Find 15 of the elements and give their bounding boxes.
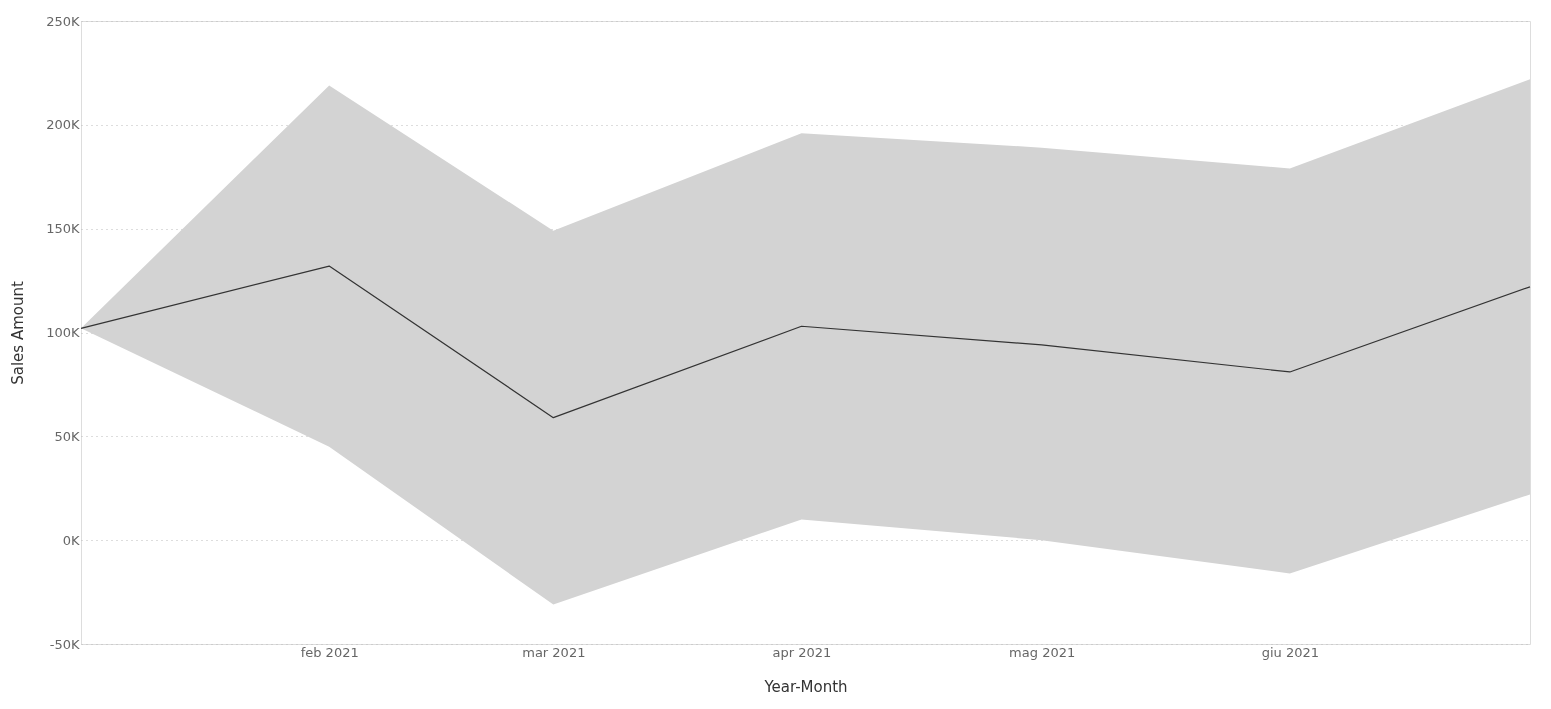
x-tick-label: giu 2021 [1261,644,1319,660]
x-axis-title: Year-Month [763,677,848,696]
line-series [80,265,1531,419]
x-tick-label: feb 2021 [300,644,359,660]
y-tick-label: 200K [46,117,80,133]
x-tick-label: apr 2021 [772,644,832,660]
y-tick-label: 250K [46,13,80,29]
y-tick-label: 50K [54,428,80,444]
x-tick-label: mar 2021 [522,644,586,660]
y-tick-label: 150K [46,221,80,237]
y-tick-label: 100K [46,325,80,340]
y-axis-title: Sales Amount [9,281,28,385]
y-tick-label: 0K [62,532,80,548]
y-tick-label: -50K [49,636,80,652]
x-tick-label: mag 2021 [1009,644,1076,660]
